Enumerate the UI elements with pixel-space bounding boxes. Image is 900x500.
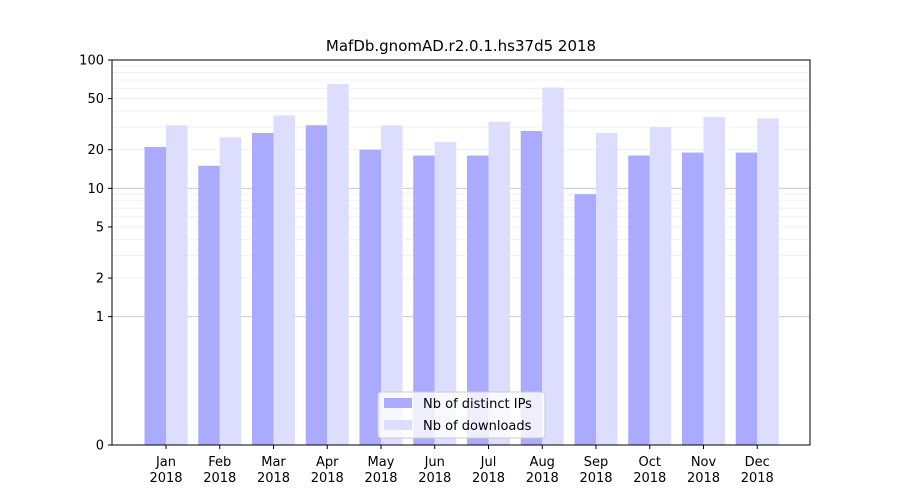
bar-distinct-ips	[144, 146, 166, 445]
legend-swatch-downloads	[384, 420, 412, 430]
x-tick-label: Sep 2018	[579, 455, 612, 486]
legend-box	[377, 391, 546, 439]
y-tick-label: 20	[87, 143, 104, 158]
bar-distinct-ips	[305, 125, 328, 446]
x-tick-label: Mar 2018	[257, 455, 290, 486]
bar-distinct-ips	[628, 155, 650, 445]
x-tick-label: Aug 2018	[526, 455, 559, 486]
bar-downloads	[488, 121, 510, 445]
plot-frame	[111, 59, 811, 446]
bar-distinct-ips	[735, 152, 758, 446]
x-tick-label: Nov 2018	[687, 455, 720, 486]
bar-distinct-ips	[467, 155, 489, 445]
legend-label-distinct-ips: Nb of distinct IPs	[423, 397, 532, 412]
y-tick-label: 10	[87, 182, 104, 197]
legend-swatch-distinct-ips	[384, 398, 412, 408]
chart-title: MafDb.gnomAD.r2.0.1.hs37d5 2018	[326, 37, 596, 55]
x-tick-label: Jan 2018	[149, 455, 182, 486]
y-tick-label: 2	[96, 272, 104, 287]
bar-downloads	[166, 125, 188, 446]
legend: Nb of distinct IPs Nb of downloads	[377, 391, 546, 439]
legend-label-downloads: Nb of downloads	[423, 419, 532, 434]
x-tick-label: Jun 2018	[418, 455, 451, 486]
bars	[144, 84, 779, 446]
y-tick-label: 50	[87, 92, 104, 107]
x-tick-label: Dec 2018	[741, 455, 774, 486]
bar-downloads	[273, 115, 295, 445]
y-tick-label: 100	[79, 54, 104, 69]
x-tick-label: Jul 2018	[472, 455, 505, 486]
y-tick-label: 0	[96, 439, 104, 454]
x-tick-label: Oct 2018	[633, 455, 666, 486]
x-tick-label: Feb 2018	[203, 455, 236, 486]
y-tick-label: 5	[96, 220, 104, 235]
bar-downloads	[434, 141, 457, 445]
x-axis: Jan 2018 Feb 2018 Mar 2018 Apr 2018 May 2018 Jun 20…	[149, 445, 774, 486]
bar-downloads	[327, 84, 349, 445]
bar-distinct-ips	[413, 155, 435, 445]
y-axis: 0 1 2 5 10 20 50 100	[79, 54, 112, 454]
bar-downloads	[703, 116, 725, 446]
bar-distinct-ips	[682, 152, 704, 446]
bar-distinct-ips	[359, 149, 381, 445]
bar-downloads	[649, 127, 672, 445]
y-tick-label: 1	[96, 310, 104, 325]
bar-distinct-ips	[198, 165, 220, 445]
x-tick-label: May 2018	[364, 455, 397, 486]
bar-downloads	[757, 118, 779, 446]
x-tick-label: Apr 2018	[311, 455, 344, 486]
bar-downloads	[596, 132, 618, 446]
bar-downloads	[542, 87, 564, 445]
bar-downloads	[381, 125, 403, 446]
bar-distinct-ips	[252, 132, 274, 446]
bar-distinct-ips	[574, 194, 596, 445]
bar-distinct-ips	[520, 130, 543, 445]
bar-downloads	[219, 137, 242, 446]
